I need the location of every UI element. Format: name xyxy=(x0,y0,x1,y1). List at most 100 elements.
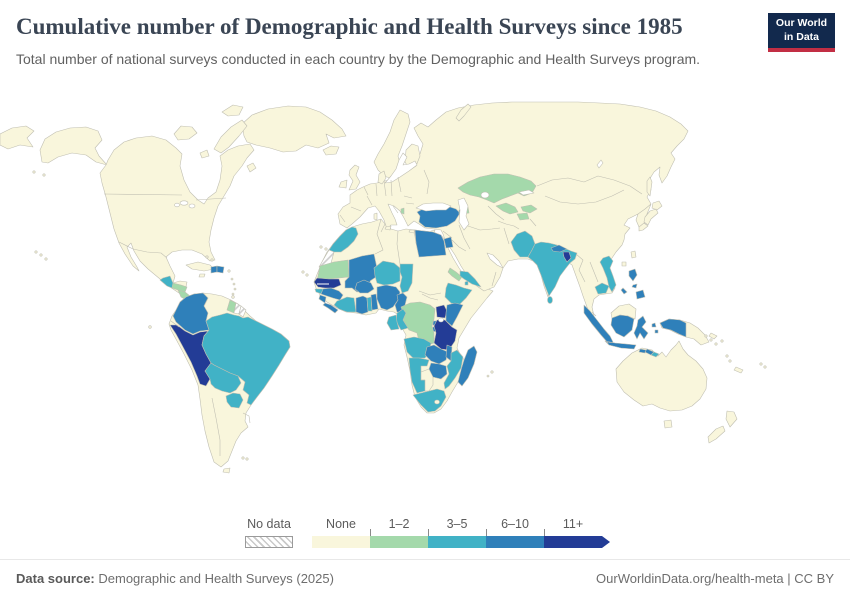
data-source-value: Demographic and Health Surveys (2025) xyxy=(98,571,334,586)
country-burkina-faso[interactable] xyxy=(354,279,375,294)
lake-balkhash xyxy=(518,189,535,196)
country-djibouti[interactable] xyxy=(464,280,469,286)
country-vietnam[interactable] xyxy=(599,255,617,293)
greenland[interactable] xyxy=(241,105,347,153)
australia[interactable] xyxy=(615,340,708,412)
owid-link[interactable]: OurWorldinData.org/health-meta xyxy=(596,571,784,586)
great-lake-1 xyxy=(179,200,189,206)
country-bangladesh[interactable] xyxy=(562,251,572,263)
logo-line1: Our World xyxy=(775,17,828,30)
country-yemen[interactable] xyxy=(459,270,482,288)
country-mozambique[interactable] xyxy=(443,349,464,390)
page-title: Cumulative number of Demographic and Hea… xyxy=(16,14,683,39)
country-togo[interactable] xyxy=(366,296,373,312)
lesotho-hole xyxy=(434,399,440,405)
sicily xyxy=(384,225,392,231)
baltic-sea xyxy=(384,152,418,184)
new-zealand[interactable] xyxy=(707,410,738,444)
tierra-del-fuego xyxy=(222,467,231,474)
legend-tick-3 xyxy=(486,529,487,536)
country-chukotka[interactable] xyxy=(0,125,35,150)
legend-swatch-0[interactable] xyxy=(312,536,370,548)
great-lake-3 xyxy=(174,202,180,208)
legend-tick-4 xyxy=(544,529,545,536)
country-senegal[interactable] xyxy=(313,277,342,289)
country-kyrgyzstan[interactable] xyxy=(520,204,538,214)
country-bolivia[interactable] xyxy=(204,362,242,394)
north-america[interactable] xyxy=(99,135,255,314)
owid-logo: Our World in Data xyxy=(768,13,835,52)
country-gabon[interactable] xyxy=(386,314,400,331)
country-dominican-republic[interactable] xyxy=(216,265,225,274)
country-ethiopia[interactable] xyxy=(444,282,473,306)
country-borders xyxy=(103,169,643,456)
world-map[interactable] xyxy=(0,88,850,528)
denmark[interactable] xyxy=(377,170,387,185)
country-cote-divoire[interactable] xyxy=(333,296,357,313)
country-morocco[interactable] xyxy=(328,226,359,253)
ireland[interactable] xyxy=(338,179,348,189)
cuba[interactable] xyxy=(185,261,215,272)
country-nigeria[interactable] xyxy=(376,284,401,311)
legend-arrow xyxy=(602,536,610,548)
newfoundland xyxy=(246,162,257,173)
footer-links: OurWorldinData.org/health-meta | CC BY xyxy=(596,571,834,586)
country-timor-leste[interactable] xyxy=(650,351,660,358)
country-philippines[interactable] xyxy=(620,268,646,300)
sakhalin xyxy=(646,176,653,197)
iceland[interactable] xyxy=(322,145,340,156)
country-south-africa[interactable] xyxy=(412,388,447,413)
country-french-guiana[interactable] xyxy=(238,305,247,318)
country-albania[interactable] xyxy=(400,207,405,215)
novaya-zemlya xyxy=(455,103,472,122)
country-ghana[interactable] xyxy=(355,295,369,315)
legend-no-data-swatch[interactable] xyxy=(245,536,293,548)
aral-sea xyxy=(480,191,490,199)
footer: Data source: Demographic and Health Surv… xyxy=(0,559,850,600)
victoria-island xyxy=(173,125,198,141)
country-egypt[interactable] xyxy=(414,229,447,258)
country-zimbabwe[interactable] xyxy=(428,362,448,380)
tasmania xyxy=(663,419,673,429)
sardinia xyxy=(373,212,378,221)
hainan xyxy=(621,261,627,267)
data-source-label: Data source: xyxy=(16,571,95,586)
country-cambodia[interactable] xyxy=(594,282,610,295)
logo-line2: in Data xyxy=(783,30,819,43)
seas xyxy=(174,152,604,405)
legend-swatch-1[interactable] xyxy=(370,536,428,548)
country-kazakhstan[interactable] xyxy=(457,173,537,204)
ellesmere-island xyxy=(221,104,244,117)
country-colombia[interactable] xyxy=(172,292,210,335)
united-kingdom[interactable] xyxy=(348,164,361,191)
country-sri-lanka[interactable] xyxy=(547,296,553,304)
country-eritrea[interactable] xyxy=(447,267,463,282)
country-haiti[interactable] xyxy=(210,265,218,274)
country-liberia[interactable] xyxy=(322,302,339,314)
country-paraguay[interactable] xyxy=(225,392,244,409)
country-zambia[interactable] xyxy=(424,344,449,365)
great-lake-2 xyxy=(188,203,196,209)
country-uzbekistan[interactable] xyxy=(495,202,519,215)
country-peru[interactable] xyxy=(169,324,212,387)
country-nepal[interactable] xyxy=(550,244,568,253)
legend-swatch-4[interactable] xyxy=(544,536,602,548)
jamaica xyxy=(198,273,206,278)
country-madagascar[interactable] xyxy=(457,345,478,387)
lake-victoria xyxy=(438,317,444,323)
legend-swatch-2[interactable] xyxy=(428,536,486,548)
new-britain xyxy=(708,332,718,340)
country-jordan[interactable] xyxy=(443,236,454,249)
country-niger[interactable] xyxy=(373,260,401,286)
legend-tick-1 xyxy=(370,529,371,536)
japan[interactable] xyxy=(638,200,663,232)
country-benin[interactable] xyxy=(370,293,379,311)
caspian-sea xyxy=(457,197,470,231)
country-chad[interactable] xyxy=(399,263,414,294)
legend-swatch-3[interactable] xyxy=(486,536,544,548)
country-tajikistan[interactable] xyxy=(516,212,530,221)
baffin-island xyxy=(213,119,248,154)
country-alaska[interactable] xyxy=(39,126,108,166)
country-kenya[interactable] xyxy=(445,302,464,327)
